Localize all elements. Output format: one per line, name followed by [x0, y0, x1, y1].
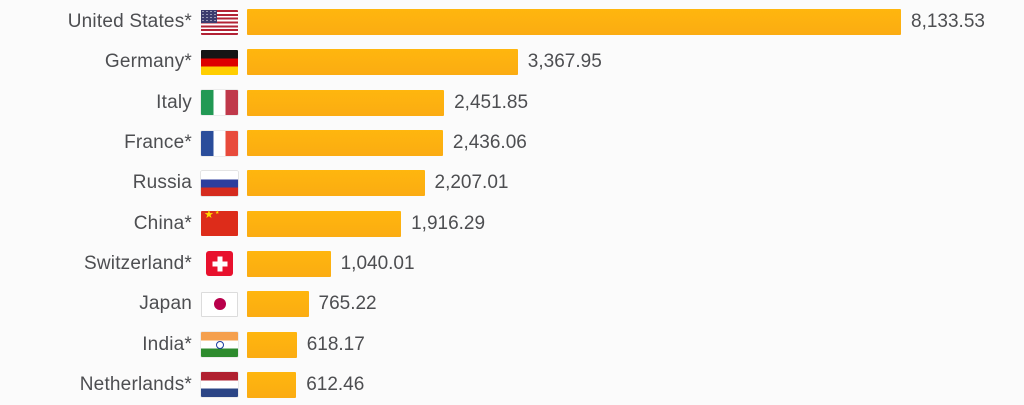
value-bar: [247, 170, 425, 197]
value-label: 618.17: [306, 333, 365, 355]
in-flag-icon: [201, 332, 238, 358]
value-label: 2,207.01: [434, 172, 509, 194]
value-label: 765.22: [318, 293, 377, 315]
value-label: 2,436.06: [452, 132, 527, 154]
nl-flag-icon: [201, 372, 238, 398]
value-bar: [247, 49, 518, 76]
country-label: India*: [142, 333, 192, 355]
country-label: United States*: [67, 11, 192, 33]
value-bar: [247, 89, 445, 116]
value-bar: [247, 371, 297, 398]
bar-row: Japan 765.22: [0, 284, 1024, 324]
cn-flag-icon: [201, 210, 238, 237]
country-label: China*: [133, 212, 192, 234]
ru-flag-icon: [201, 170, 238, 196]
country-label: Japan: [139, 293, 192, 315]
country-label: France*: [124, 132, 192, 154]
de-flag-icon: [201, 49, 238, 75]
jp-flag-icon: [201, 291, 238, 317]
country-label: Italy: [156, 91, 192, 113]
country-label: Netherlands*: [79, 373, 192, 395]
bar-row: Netherlands* 612.46: [0, 365, 1024, 405]
bar-row: Germany* 3,367.95: [0, 42, 1024, 82]
value-label: 612.46: [306, 373, 365, 395]
value-bar: [247, 130, 443, 157]
fr-flag-icon: [201, 130, 238, 156]
bar-row: Russia 2,207.01: [0, 163, 1024, 203]
value-label: 1,040.01: [340, 252, 415, 274]
value-label: 1,916.29: [411, 212, 486, 234]
value-label: 8,133.53: [911, 11, 985, 33]
bar-row: France* 2,436.06: [0, 123, 1024, 163]
value-label: 2,451.85: [454, 91, 529, 113]
bar-row: Italy 2,451.85: [0, 83, 1024, 123]
ch-flag-icon: [206, 251, 233, 277]
country-label: Russia: [132, 172, 192, 194]
value-bar: [247, 210, 402, 237]
bar-row: China* 1,916.29: [0, 203, 1024, 243]
value-bar: [247, 331, 297, 358]
bar-row: United States* 8,133.53: [0, 2, 1024, 42]
value-bar: [247, 291, 309, 318]
value-bar: [247, 250, 331, 277]
country-label: Germany*: [104, 51, 192, 73]
country-label: Switzerland*: [83, 252, 192, 274]
bar-row: Switzerland* 1,040.01: [0, 244, 1024, 284]
us-flag-icon: [201, 9, 238, 35]
value-label: 3,367.95: [527, 51, 602, 73]
it-flag-icon: [201, 90, 238, 116]
value-bar: [247, 9, 901, 36]
bar-row: India* 618.17: [0, 324, 1024, 364]
